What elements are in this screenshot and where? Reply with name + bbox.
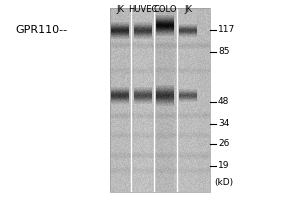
Text: JK: JK — [116, 5, 124, 14]
Text: (kD): (kD) — [214, 178, 233, 188]
Text: GPR110--: GPR110-- — [15, 25, 67, 35]
Text: 48: 48 — [218, 98, 230, 106]
Text: 19: 19 — [218, 162, 230, 170]
Text: 117: 117 — [218, 25, 235, 34]
Text: 34: 34 — [218, 119, 230, 129]
Text: HUVEC: HUVEC — [128, 5, 158, 14]
Text: 85: 85 — [218, 47, 230, 56]
Text: 26: 26 — [218, 140, 230, 148]
Text: JK: JK — [184, 5, 192, 14]
Text: COLO: COLO — [153, 5, 177, 14]
